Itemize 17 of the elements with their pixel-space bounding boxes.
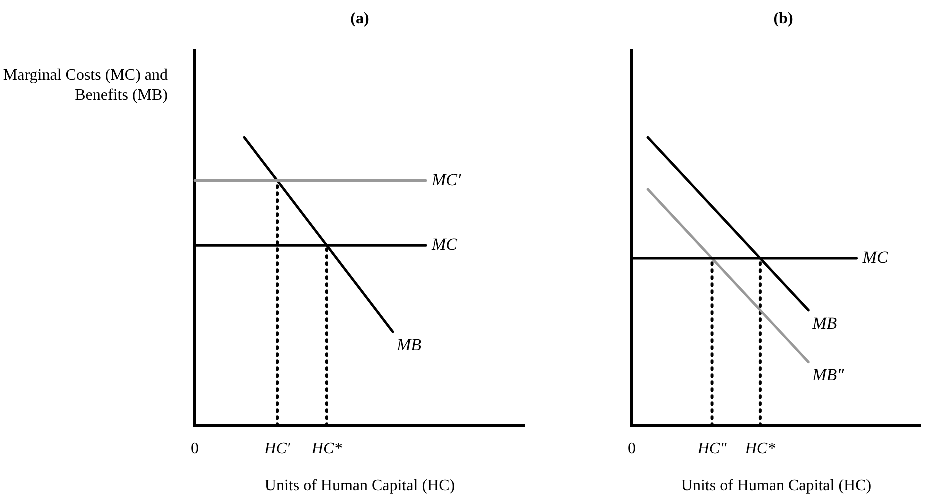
chart-title: (b)	[774, 10, 794, 28]
series-label: MB″	[812, 366, 846, 385]
series-label: MB	[812, 314, 838, 333]
x-tick-label: HC″	[696, 440, 728, 458]
series-label: MC′	[431, 170, 462, 190]
x-tick-label: HC*	[310, 440, 342, 458]
x-tick-label: 0	[191, 440, 199, 458]
x-tick-label: HC*	[744, 440, 776, 458]
x-tick-label: HC′	[264, 440, 291, 458]
x-axis-title: Units of Human Capital (HC)	[681, 478, 872, 495]
x-axis-title: Units of Human Capital (HC)	[264, 478, 456, 495]
chart-title: (a)	[350, 10, 370, 28]
x-tick-label: 0	[628, 440, 636, 458]
series-label: MB	[396, 335, 422, 354]
series-label: MC	[862, 248, 889, 268]
series-label: MC	[431, 235, 458, 254]
y-axis-title: Marginal Costs (MC) and Benefits (MB)	[2, 66, 168, 106]
